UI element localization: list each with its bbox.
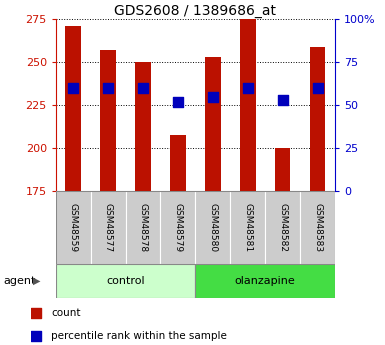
Bar (300, 191, 335, 264)
Bar (275, 148, 290, 191)
Point (105, 85, 111, 91)
Text: count: count (51, 308, 80, 318)
Text: GSM48577: GSM48577 (104, 203, 113, 252)
Point (175, 99, 181, 105)
Bar (126, 191, 161, 264)
Text: GSM48578: GSM48578 (139, 203, 147, 252)
Bar (100, 50, 116, 191)
Bar (161, 191, 195, 264)
Point (315, 85, 321, 91)
Text: GSM48579: GSM48579 (173, 203, 182, 252)
Point (280, 97, 286, 103)
Bar (265, 191, 300, 264)
Bar (195, 191, 230, 264)
Text: GSM48581: GSM48581 (243, 203, 252, 252)
Text: GSM48583: GSM48583 (313, 203, 322, 252)
Point (33, 311, 39, 316)
Point (33, 333, 39, 338)
Bar (170, 135, 186, 191)
Text: GSM48582: GSM48582 (278, 203, 287, 252)
Bar (56, 264, 195, 298)
Bar (135, 62, 151, 191)
Bar (240, 14, 256, 191)
Bar (65, 26, 81, 191)
Bar (230, 191, 265, 264)
Bar (310, 47, 325, 191)
Text: GSM48559: GSM48559 (69, 203, 78, 252)
Title: GDS2608 / 1389686_at: GDS2608 / 1389686_at (114, 4, 276, 18)
Text: olanzapine: olanzapine (235, 276, 296, 286)
Bar (195, 264, 335, 298)
Text: agent: agent (4, 276, 36, 286)
Point (140, 85, 146, 91)
Text: control: control (106, 276, 145, 286)
Point (70, 85, 76, 91)
Point (210, 94, 216, 99)
Bar (56, 191, 91, 264)
Text: percentile rank within the sample: percentile rank within the sample (51, 331, 227, 341)
Bar (91, 191, 126, 264)
Text: GSM48580: GSM48580 (208, 203, 218, 252)
Text: ▶: ▶ (33, 276, 40, 286)
Point (244, 85, 251, 91)
Bar (205, 57, 221, 191)
